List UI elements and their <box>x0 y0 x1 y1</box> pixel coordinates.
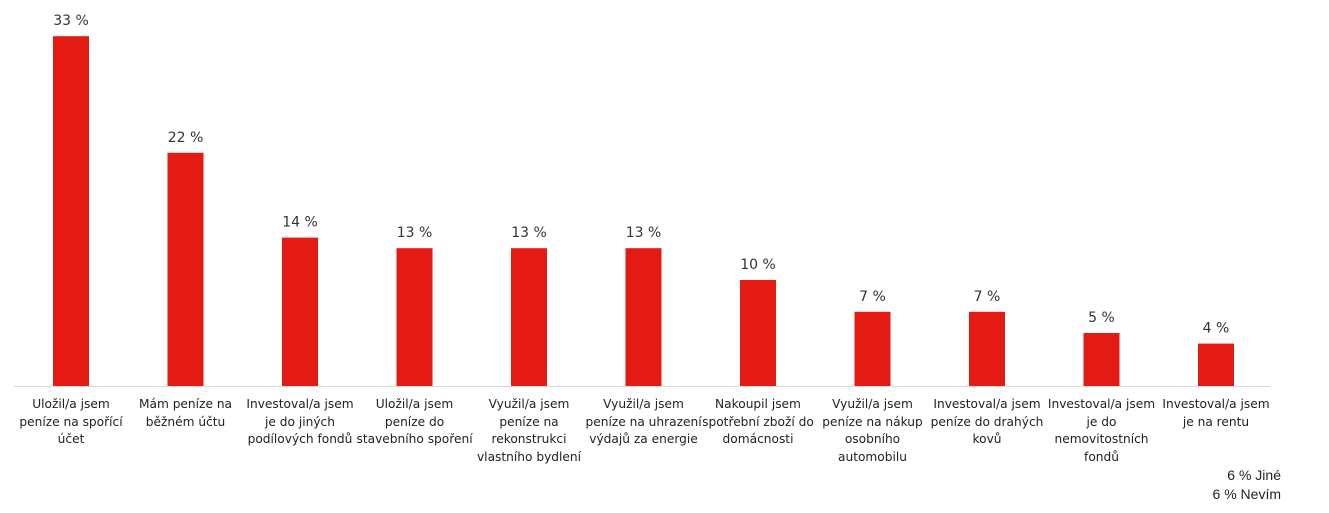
bars-group <box>53 36 1234 386</box>
category-label-line: automobilu <box>838 449 907 464</box>
category-label-5: Využil/a jsem peníze na rekonstrukci vlastn… <box>471 396 587 466</box>
category-label-10: Investoval/a jsem je do nemovitostních fond… <box>1044 396 1160 466</box>
category-label-line: fondů <box>1084 449 1119 464</box>
value-labels-group: 33 % 22 % 14 % 13 % 13 % 13 % 10 % 7 % 7 % 5 % 4 % <box>53 13 1229 336</box>
bar-1 <box>53 36 89 386</box>
value-label-4: 13 % <box>397 225 433 241</box>
value-label-8: 7 % <box>859 289 886 305</box>
bar-3 <box>282 237 318 386</box>
value-label-9: 7 % <box>974 289 1001 305</box>
bar-7 <box>740 280 776 386</box>
category-label-2: Mám peníze na běžném účtu <box>128 396 244 431</box>
bar-10 <box>1083 333 1120 386</box>
category-label-line: peníze na uhrazení <box>585 414 702 429</box>
category-label-4: Uložil/a jsem peníze do stavebního spoření <box>357 396 473 449</box>
category-label-line: Mám peníze na <box>138 397 233 411</box>
category-label-7: Nakoupil jsem spotřební zboží do domácnost… <box>700 396 816 449</box>
bar-4 <box>396 248 433 386</box>
bar-5 <box>511 248 547 386</box>
value-label-5: 13 % <box>511 225 547 241</box>
category-label-line: spotřební zboží do <box>702 414 814 429</box>
category-label-9: Investoval/a jsem peníze do drahých kovů <box>929 396 1045 449</box>
note-other: 6 % Jiné <box>1227 467 1281 483</box>
value-label-10: 5 % <box>1088 310 1115 326</box>
bar-9 <box>969 311 1005 386</box>
category-label-1: Uložil/a jsem peníze na spořící účet <box>13 396 129 449</box>
category-label-line: Využil/a jsem <box>488 397 570 411</box>
category-label-line: domácnosti <box>722 432 794 446</box>
category-label-line: peníze na spořící <box>19 414 123 429</box>
category-label-line: podílových fondů <box>247 432 353 446</box>
category-label-6: Využil/a jsem peníze na uhrazení výdajů za… <box>586 396 702 449</box>
value-label-2: 22 % <box>168 130 204 146</box>
category-label-line: rekonstrukci <box>491 432 567 446</box>
value-label-3: 14 % <box>282 215 318 231</box>
category-label-line: běžném účtu <box>145 414 226 429</box>
category-label-line: kovů <box>972 432 1002 446</box>
category-label-line: je do <box>1086 414 1117 429</box>
note-dont-know: 6 % Nevím <box>1212 486 1281 502</box>
category-label-3: Investoval/a jsem je do jiných podílových … <box>242 396 358 449</box>
category-label-8: Využil/a jsem peníze na nákup osobního auto… <box>815 396 931 466</box>
bar-6 <box>625 248 662 386</box>
category-label-line: je na rentu <box>1182 414 1250 429</box>
bar-8 <box>854 311 891 386</box>
value-label-6: 13 % <box>626 225 662 241</box>
category-label-line: nemovitostních <box>1054 432 1149 446</box>
category-label-line: Nakoupil jsem <box>715 397 801 411</box>
category-label-line: vlastního bydlení <box>476 449 582 464</box>
category-label-11: Investoval/a jsem je na rentu <box>1158 396 1274 431</box>
value-label-11: 4 % <box>1203 321 1230 337</box>
category-label-line: výdajů za energie <box>589 432 698 446</box>
category-label-line: Využil/a jsem <box>603 397 684 411</box>
category-label-line: Investoval/a jsem <box>246 397 354 411</box>
category-label-line: Investoval/a jsem <box>1047 397 1156 411</box>
category-label-line: Investoval/a jsem <box>933 397 1041 411</box>
category-label-line: peníze do drahých <box>930 414 1044 429</box>
category-label-line: Uložil/a jsem <box>32 397 110 411</box>
category-label-line: peníze na nákup <box>822 414 923 429</box>
value-label-7: 10 % <box>740 257 776 273</box>
category-label-line: Uložil/a jsem <box>375 397 454 411</box>
value-label-1: 33 % <box>53 13 89 29</box>
bar-2 <box>167 152 204 386</box>
category-label-line: Využil/a jsem <box>832 397 913 411</box>
category-label-line: účet <box>57 432 85 446</box>
category-label-line: stavebního spoření <box>356 432 473 446</box>
category-label-line: osobního <box>844 432 901 446</box>
bar-11 <box>1198 343 1234 386</box>
category-label-line: peníze na <box>499 414 559 429</box>
category-label-line: peníze do <box>384 414 445 429</box>
category-label-line: Investoval/a jsem <box>1162 397 1270 411</box>
category-label-line: je do jiných <box>265 414 335 429</box>
